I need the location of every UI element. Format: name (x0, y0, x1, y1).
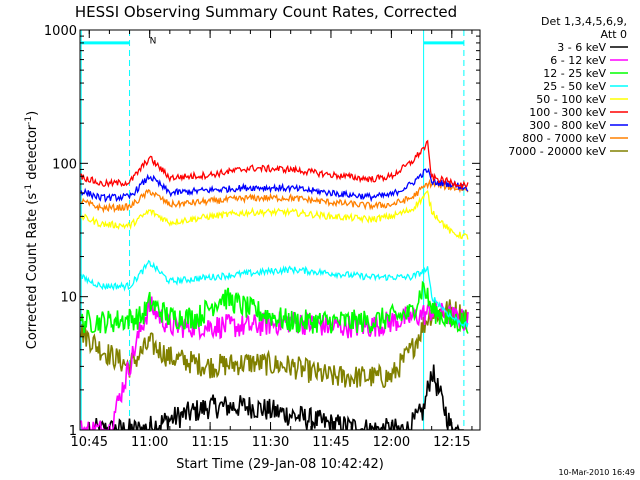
y-tick-label: 10 (60, 291, 77, 306)
y-tick-label: 100 (52, 157, 77, 172)
legend-entry-label: 7000 - 20000 keV (508, 145, 606, 158)
annotation-label: N (150, 36, 157, 46)
x-axis-label: Start Time (29-Jan-08 10:42:42) (176, 457, 384, 472)
svg-text:Corrected Count Rate (s-1 dete: Corrected Count Rate (s-1 detector-1) (24, 111, 40, 349)
x-tick-label: 12:00 (373, 435, 410, 450)
legend-entry-label: 300 - 800 keV (529, 119, 606, 132)
series-line (80, 296, 469, 430)
series-line (80, 190, 469, 240)
series-line (80, 280, 469, 334)
legend-entry-label: 12 - 25 keV (543, 67, 606, 80)
y-axis-label-sup2: -1 (24, 116, 34, 125)
series-line (80, 299, 469, 388)
legend-entry-label: 25 - 50 keV (543, 80, 606, 93)
y-axis-label-mid: detector (25, 124, 40, 184)
series-line (80, 139, 469, 190)
legend-entry-label: 6 - 12 keV (550, 54, 606, 67)
x-tick-label: 11:30 (252, 435, 289, 450)
x-tick-label: 11:15 (191, 435, 228, 450)
series-line (80, 259, 469, 329)
y-axis-label-end: ) (25, 111, 40, 116)
legend-entry-label: 50 - 100 keV (536, 93, 606, 106)
legend-header-line1: Det 1,3,4,5,6,9, (541, 15, 627, 28)
y-axis-label-sup1: -1 (24, 184, 34, 193)
x-tick-label: 11:45 (312, 435, 349, 450)
x-tick-label: 11:00 (131, 435, 168, 450)
chart-title: HESSI Observing Summary Count Rates, Cor… (75, 3, 457, 21)
y-axis-label-main: Corrected Count Rate (s (25, 193, 40, 350)
series-line (92, 364, 464, 430)
x-tick-label: 10:45 (71, 435, 108, 450)
footer-timestamp: 10-Mar-2010 16:49 (559, 468, 636, 477)
series-line (80, 167, 469, 203)
legend-entry-label: 3 - 6 keV (557, 41, 606, 54)
x-tick-label: 12:15 (433, 435, 470, 450)
legend-entry-label: 100 - 300 keV (529, 106, 606, 119)
plot-frame (79, 29, 481, 431)
legend-entry-label: 800 - 7000 keV (522, 132, 606, 145)
y-tick-label: 1000 (44, 24, 77, 39)
series-line (80, 178, 469, 214)
y-axis-label: Corrected Count Rate (s-1 detector-1) (24, 111, 40, 349)
y-tick-label: 1 (69, 424, 77, 439)
legend-header-line2: Att 0 (601, 28, 627, 41)
